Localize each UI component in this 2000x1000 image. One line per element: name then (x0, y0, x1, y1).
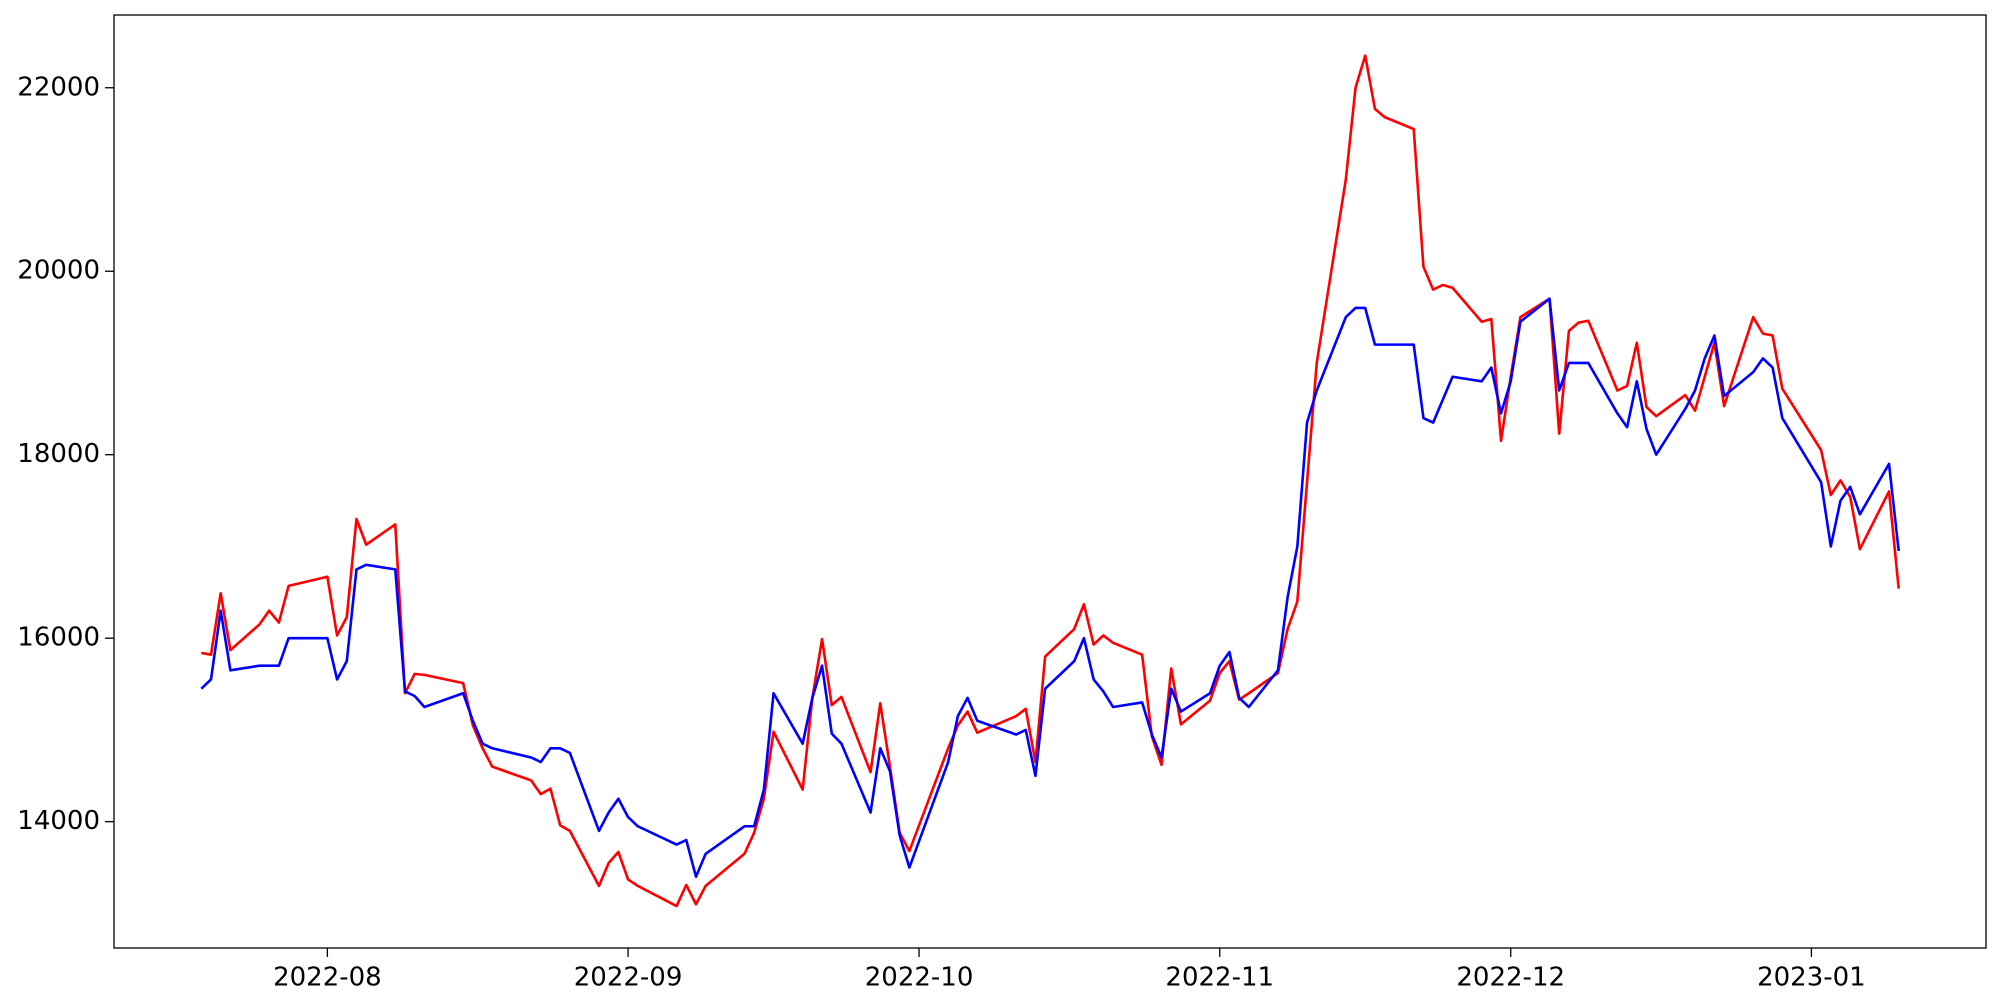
y-tick-label: 18000 (17, 439, 100, 469)
x-tick-label: 2023-01 (1757, 963, 1866, 993)
y-tick-label: 16000 (17, 623, 100, 653)
y-tick-label: 22000 (17, 72, 100, 102)
plot-frame (113, 14, 1987, 949)
x-tick-label: 2022-09 (574, 963, 683, 993)
y-tick-label: 14000 (17, 806, 100, 836)
x-tick-label: 2022-10 (865, 963, 974, 993)
line-series (200, 297, 1900, 879)
x-tick-label: 2022-12 (1456, 963, 1565, 993)
y-tick-label: 20000 (17, 256, 100, 286)
x-tick-label: 2022-11 (1165, 963, 1274, 993)
x-tick-label: 2022-08 (273, 963, 382, 993)
line-series (201, 54, 1900, 908)
